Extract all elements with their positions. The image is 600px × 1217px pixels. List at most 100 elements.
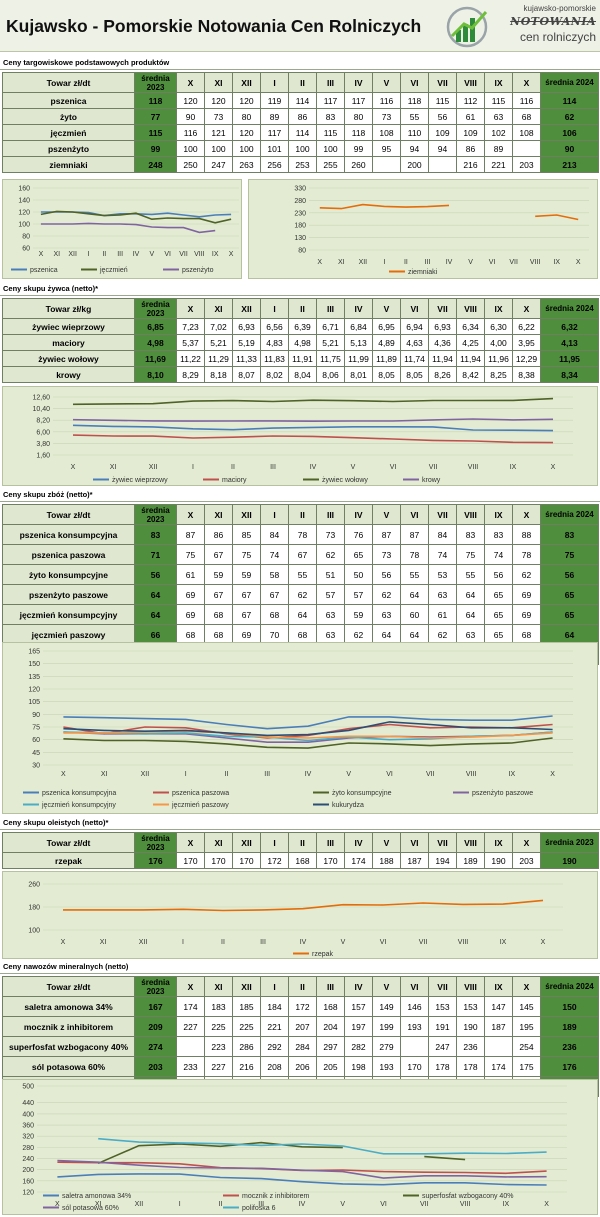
x-tick-label: II [225, 771, 229, 778]
value-cell: 187 [400, 852, 429, 869]
table-row: saletra amonowa 34% 167 174 183 185 184 172 168… [2, 996, 599, 1017]
value-cell: 247 [428, 1036, 457, 1057]
x-tick-label: VI [164, 251, 171, 258]
column-header-month: VII [428, 298, 457, 319]
value-cell: 84 [428, 524, 457, 545]
value-cell: 170 [204, 852, 233, 869]
value-cell: 110 [400, 124, 429, 141]
series-line [63, 899, 544, 912]
value-cell: 198 [344, 1056, 373, 1077]
avg-right-cell: 150 [540, 996, 599, 1017]
x-tick-label: X [317, 259, 322, 266]
value-cell: 94 [428, 140, 457, 157]
legend-label: ziemniaki [408, 269, 438, 276]
value-cell: 236 [456, 1036, 485, 1057]
table-header-row: Towar zł/dt średnia 2023 X XI XII I II III IV V VI… [2, 976, 599, 997]
value-cell: 109 [456, 124, 485, 141]
y-tick-label: 120 [18, 210, 30, 217]
row-label: maciory [2, 334, 135, 351]
value-cell: 153 [428, 996, 457, 1017]
value-cell: 227 [176, 1016, 205, 1037]
value-cell: 65 [484, 584, 513, 605]
value-cell: 56 [428, 108, 457, 125]
avg-right-cell: 176 [540, 1056, 599, 1077]
y-tick-label: 75 [32, 725, 40, 732]
value-cell: 4,83 [260, 334, 289, 351]
column-header-month: XII [232, 298, 261, 319]
y-tick-label: 45 [32, 750, 40, 757]
column-header-month: IX [484, 504, 513, 525]
value-cell: 8,26 [428, 366, 457, 383]
value-cell: 6,93 [428, 318, 457, 335]
value-cell: 194 [428, 852, 457, 869]
y-tick-label: 200 [22, 1167, 34, 1174]
column-header-month: X [512, 832, 541, 853]
value-cell: 87 [400, 524, 429, 545]
column-header-month: X [512, 72, 541, 93]
x-tick-label: VIII [194, 251, 205, 258]
column-header-month: XI [204, 504, 233, 525]
avg-left-cell: 115 [134, 124, 177, 141]
value-cell: 102 [484, 124, 513, 141]
logo-text: kujawsko-pomorskie NOTOWANIA cen rolnicz… [500, 4, 596, 44]
series-line [40, 210, 232, 224]
table-row: pszenżyto 99 100 100 100 101 100 100 99 95 94 94 86 8… [2, 140, 599, 157]
value-cell: 87 [176, 524, 205, 545]
value-cell: 174 [344, 852, 373, 869]
avg-right-cell: 114 [540, 92, 599, 109]
value-cell: 250 [176, 156, 205, 173]
value-cell: 108 [512, 124, 541, 141]
value-cell: 85 [232, 524, 261, 545]
x-tick-label: IV [299, 1201, 306, 1208]
avg-left-cell: 203 [134, 1056, 177, 1077]
column-header-avg-left: średnia 2023 [134, 976, 177, 997]
value-cell: 100 [204, 140, 233, 157]
value-cell: 6,56 [260, 318, 289, 335]
table-row: pszenica konsumpcyjna 83 87 86 85 84 78 73 76 87 8… [2, 524, 599, 545]
column-header-month: VIII [456, 832, 485, 853]
column-header-month: VII [428, 832, 457, 853]
value-cell: 11,22 [176, 350, 205, 367]
legend-label: jęczmień [99, 267, 128, 274]
value-cell [512, 140, 541, 157]
column-header-month: III [316, 976, 345, 997]
value-cell: 100 [176, 140, 205, 157]
column-header-month: IV [344, 504, 373, 525]
x-tick-label: I [185, 771, 187, 778]
column-header-month: VIII [456, 976, 485, 997]
value-cell: 65 [484, 604, 513, 625]
value-cell: 67 [204, 584, 233, 605]
value-cell: 3,95 [512, 334, 541, 351]
x-tick-label: XI [110, 464, 117, 471]
value-cell: 56 [372, 564, 401, 585]
value-cell: 74 [428, 544, 457, 565]
value-cell: 80 [232, 108, 261, 125]
x-tick-label: III [270, 464, 276, 471]
y-tick-label: 360 [22, 1123, 34, 1130]
value-cell: 205 [316, 1056, 345, 1077]
value-cell: 55 [288, 564, 317, 585]
value-cell: 73 [316, 524, 345, 545]
value-cell: 55 [400, 564, 429, 585]
value-cell: 64 [456, 604, 485, 625]
column-header-month: III [316, 72, 345, 93]
table-row: maciory 4,98 5,37 5,21 5,19 4,83 4,98 5,21 5,13 4… [2, 334, 599, 351]
value-cell: 95 [372, 140, 401, 157]
avg-right-cell: 236 [540, 1036, 599, 1057]
table-row: rzepak 176 170 170 170 172 168 170 174 188 187 194 1… [2, 852, 599, 869]
y-tick-label: 120 [22, 1190, 34, 1197]
legend-label: maciory [222, 477, 247, 484]
y-tick-label: 500 [22, 1084, 34, 1091]
value-cell: 11,94 [428, 350, 457, 367]
column-header-month: X [176, 72, 205, 93]
column-header-month: I [260, 832, 289, 853]
avg-right-cell: 189 [540, 1016, 599, 1037]
value-cell: 175 [512, 1056, 541, 1077]
series-line [40, 222, 216, 234]
value-cell: 67 [204, 544, 233, 565]
value-cell: 197 [344, 1016, 373, 1037]
series-line [98, 1137, 547, 1155]
row-label: ziemniaki [2, 156, 135, 173]
column-header-month: IX [484, 298, 513, 319]
